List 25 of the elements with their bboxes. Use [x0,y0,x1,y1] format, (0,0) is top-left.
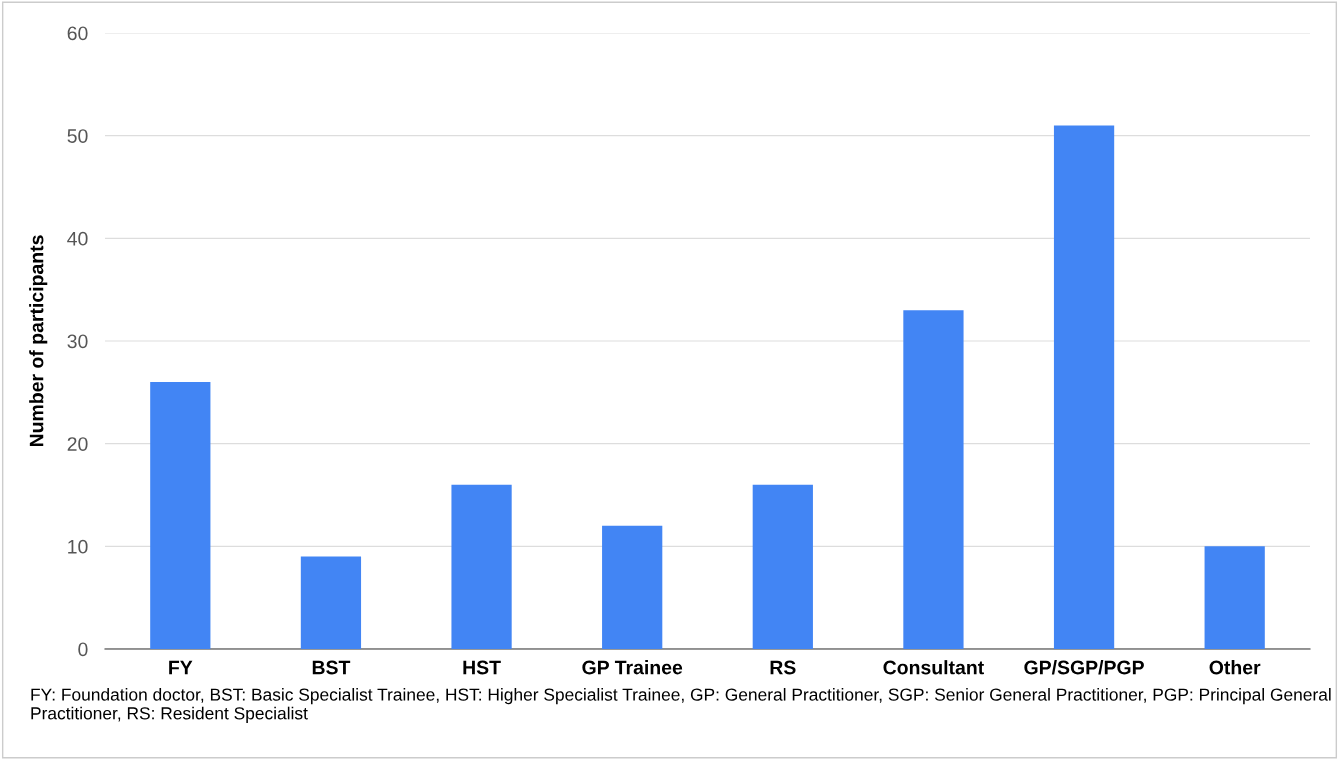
y-tick-label: 50 [67,129,88,143]
bar [300,556,362,649]
y-tick-label: 10 [68,539,88,554]
y-tick-label: 60 [67,26,88,41]
x-tick-label: GP/SGP/PGP [1024,660,1144,675]
y-tick-label: 30 [67,334,88,349]
x-tick-label: FY [169,660,193,675]
bar [451,484,512,649]
bar [1204,546,1265,649]
x-tick-label: GP Trainee [582,660,683,675]
y-axis-title: Number of participants [29,235,48,447]
y-tick-label: 0 [78,642,88,657]
y-tick-label: 20 [67,437,88,451]
bar [150,382,211,649]
x-tick-label: RS [770,660,796,675]
bar [602,525,663,649]
x-tick-label: HST [463,660,501,675]
y-tick-label: 40 [67,231,88,246]
x-tick-label: Consultant [883,660,984,675]
bar [903,310,964,649]
x-tick-label: Other [1209,660,1261,675]
x-tick-label: BST [312,660,351,675]
text: FY: Foundation doctor, BST: Basic Specialist Trainee, HST: Higher Specialist Trainee, GP: General Practitioner, SGP: Senior General Practitioner, PGP: Principal General Practitioner, RS: Resident Specialist [31,688,1331,723]
bar [752,484,813,649]
bar [1053,125,1115,649]
